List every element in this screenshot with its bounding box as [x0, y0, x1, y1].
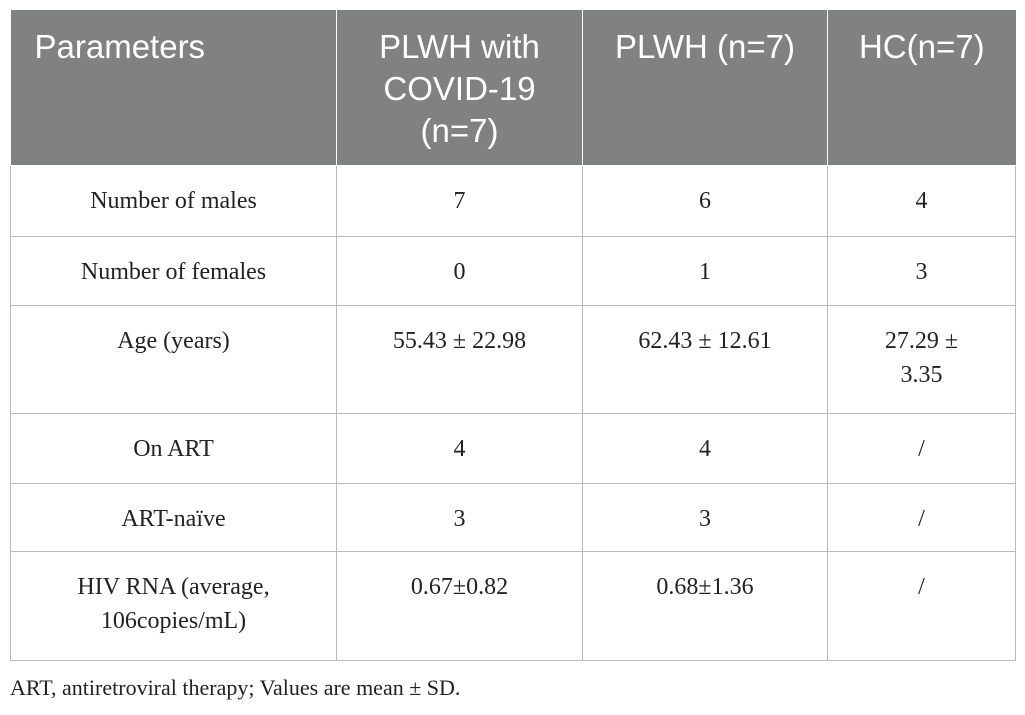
header-plwh-covid: PLWH with COVID-19 (n=7) — [336, 10, 583, 166]
header-plwh: PLWH (n=7) — [582, 10, 828, 166]
header-parameters: Parameters — [10, 10, 337, 166]
row-label: On ART — [10, 412, 337, 484]
header-hc: HC(n=7) — [827, 10, 1016, 166]
table-row: ART-naïve 3 3 / — [10, 482, 1016, 552]
cell-plwh-covid: 3 — [336, 482, 583, 552]
table-row: Number of females 0 1 3 — [10, 235, 1016, 306]
cell-hc: / — [827, 550, 1016, 661]
cell-plwh-covid: 4 — [336, 412, 583, 484]
table-header: Parameters PLWH with COVID-19 (n=7) PLWH… — [10, 10, 1016, 166]
cell-hc-text: 27.29 ± 3.35 — [884, 327, 959, 388]
cell-plwh: 3 — [582, 482, 828, 552]
table-row: HIV RNA (average, 106copies/mL) 0.67±0.8… — [10, 550, 1016, 661]
cell-hc: 27.29 ± 3.35 — [827, 304, 1016, 414]
cell-plwh-covid: 7 — [336, 164, 583, 237]
cell-hc: / — [827, 482, 1016, 552]
cell-plwh: 6 — [582, 164, 828, 237]
cell-plwh: 62.43 ± 12.61 — [582, 304, 828, 414]
table-body: Number of males 7 6 4 Number of females … — [10, 164, 1016, 661]
cell-plwh-covid: 55.43 ± 22.98 — [336, 304, 583, 414]
parameters-table: Parameters PLWH with COVID-19 (n=7) PLWH… — [10, 10, 1016, 661]
row-label: Number of males — [10, 164, 337, 237]
table-row: Number of males 7 6 4 — [10, 164, 1016, 237]
cell-plwh-covid: 0 — [336, 235, 583, 306]
cell-plwh: 1 — [582, 235, 828, 306]
cell-plwh: 4 — [582, 412, 828, 484]
table-row: On ART 4 4 / — [10, 412, 1016, 484]
row-label: Age (years) — [10, 304, 337, 414]
cell-plwh-covid: 0.67±0.82 — [336, 550, 583, 661]
table-footnote: ART, antiretroviral therapy; Values are … — [10, 675, 461, 700]
row-label: ART-naïve — [10, 482, 337, 552]
row-label: HIV RNA (average, 106copies/mL) — [10, 550, 337, 661]
row-label: Number of females — [10, 235, 337, 306]
table-row: Age (years) 55.43 ± 22.98 62.43 ± 12.61 … — [10, 304, 1016, 414]
cell-hc: / — [827, 412, 1016, 484]
cell-hc: 3 — [827, 235, 1016, 306]
cell-hc: 4 — [827, 164, 1016, 237]
cell-plwh: 0.68±1.36 — [582, 550, 828, 661]
data-table-container: Parameters PLWH with COVID-19 (n=7) PLWH… — [10, 10, 1016, 661]
header-row: Parameters PLWH with COVID-19 (n=7) PLWH… — [10, 10, 1016, 166]
